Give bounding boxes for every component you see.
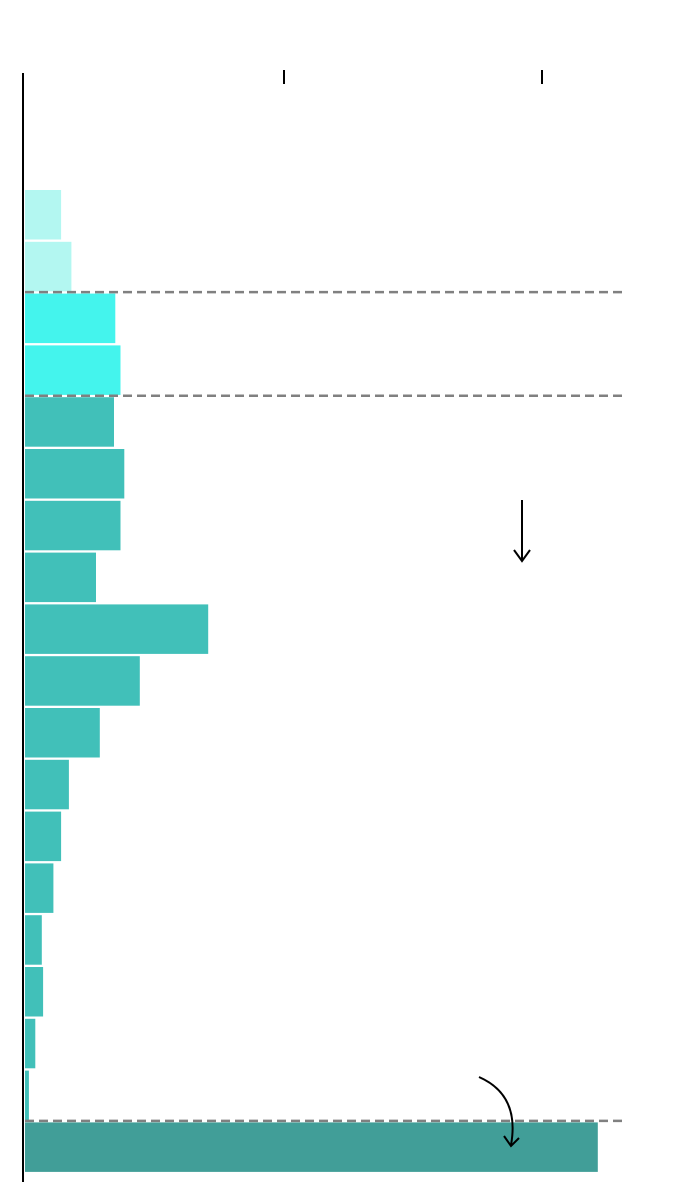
top-axis-ticks	[283, 70, 543, 84]
bar-1	[25, 190, 62, 240]
bar-3	[25, 293, 116, 344]
bar-15	[25, 915, 42, 965]
separator-lines	[25, 290, 625, 1123]
bar-4	[25, 345, 121, 395]
bar-13	[25, 811, 62, 862]
annotation-arrow-straight	[513, 500, 531, 563]
bar-18	[25, 1070, 29, 1121]
bar-14	[25, 863, 54, 913]
bar-9	[25, 604, 209, 654]
bar-17	[25, 1018, 36, 1069]
bars-group	[25, 190, 598, 1172]
bar-2	[25, 241, 72, 292]
bar-6	[25, 449, 125, 499]
bar-10	[25, 656, 140, 706]
bar-19	[25, 1122, 598, 1172]
bar-7	[25, 500, 121, 551]
bar-8	[25, 552, 96, 603]
bar-5	[25, 397, 114, 447]
bar-11	[25, 708, 100, 758]
annotation-arrow-curved	[478, 1076, 520, 1148]
bar-12	[25, 759, 69, 810]
annotations-group	[478, 500, 531, 1148]
bar-16	[25, 967, 44, 1017]
